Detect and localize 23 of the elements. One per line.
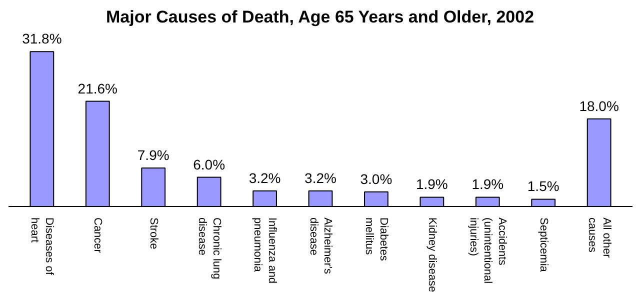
data-label: 31.8% bbox=[22, 30, 62, 47]
x-tick-label: Diseases of heart bbox=[28, 218, 56, 276]
x-tick-label: Alzheimer's disease bbox=[307, 218, 334, 275]
data-label: 3.2% bbox=[248, 170, 281, 186]
data-label: 3.0% bbox=[360, 170, 392, 187]
data-label: 21.6% bbox=[78, 80, 118, 96]
data-label: 18.0% bbox=[579, 98, 619, 114]
x-tick-label: Chronic lung disease bbox=[196, 218, 222, 280]
data-label: 1.9% bbox=[416, 176, 448, 192]
x-tick-label: Influenza and pneumonia bbox=[252, 218, 278, 284]
data-label: 1.9% bbox=[472, 176, 504, 192]
x-tick-label: Septicemia bbox=[537, 218, 550, 273]
data-label: 7.9% bbox=[137, 147, 170, 164]
data-label: 1.5% bbox=[527, 178, 560, 194]
x-tick-label: Stroke bbox=[147, 218, 160, 250]
x-tick-label: Kidney disease bbox=[426, 218, 438, 292]
x-tick-label: All other causes bbox=[586, 218, 612, 258]
data-label: 6.0% bbox=[193, 156, 226, 172]
x-tick-label: Cancer bbox=[92, 218, 104, 254]
x-tick-label: Accidents (unintentional injuries) bbox=[467, 218, 508, 284]
x-tick-label: Diabetes mellitus bbox=[363, 218, 390, 262]
chart-title: Major Causes of Death, Age 65 Years and Older, 2002 bbox=[106, 8, 534, 26]
data-label: 3.2% bbox=[304, 170, 336, 186]
